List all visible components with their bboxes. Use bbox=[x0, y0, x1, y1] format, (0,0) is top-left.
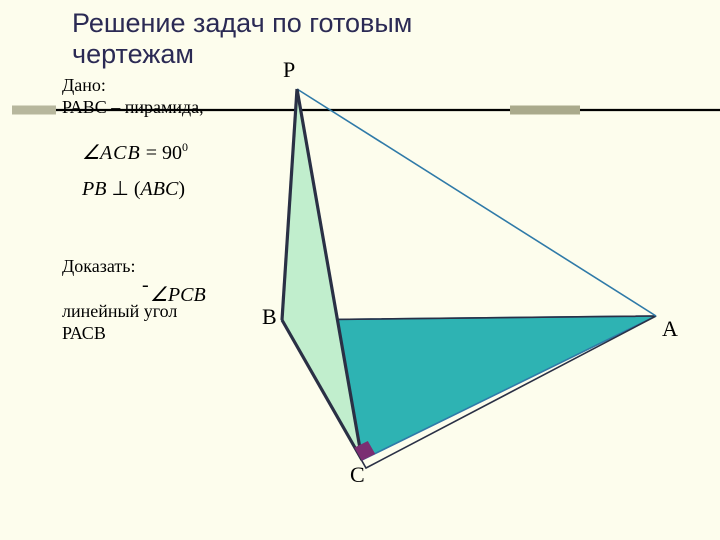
slide-root: Решение задач по готовымчертежам Дано:РА… bbox=[0, 0, 720, 540]
expr-acb: ∠ACB = 900 bbox=[82, 140, 188, 165]
prove-heading: Доказать: bbox=[62, 256, 135, 277]
expr-pb-perp: PB ⊥ (ABC) bbox=[82, 176, 185, 201]
slide-title: Решение задач по готовымчертежам bbox=[72, 8, 412, 70]
prove-text: линейный уголРАСВ bbox=[62, 300, 177, 344]
vertex-label-c: C bbox=[350, 462, 365, 488]
given-block: Дано:РАВС – пирамида, bbox=[62, 74, 204, 118]
vertex-label-a: A bbox=[662, 316, 678, 342]
vertex-label-p: P bbox=[283, 57, 295, 83]
vertex-label-b: B bbox=[262, 304, 277, 330]
